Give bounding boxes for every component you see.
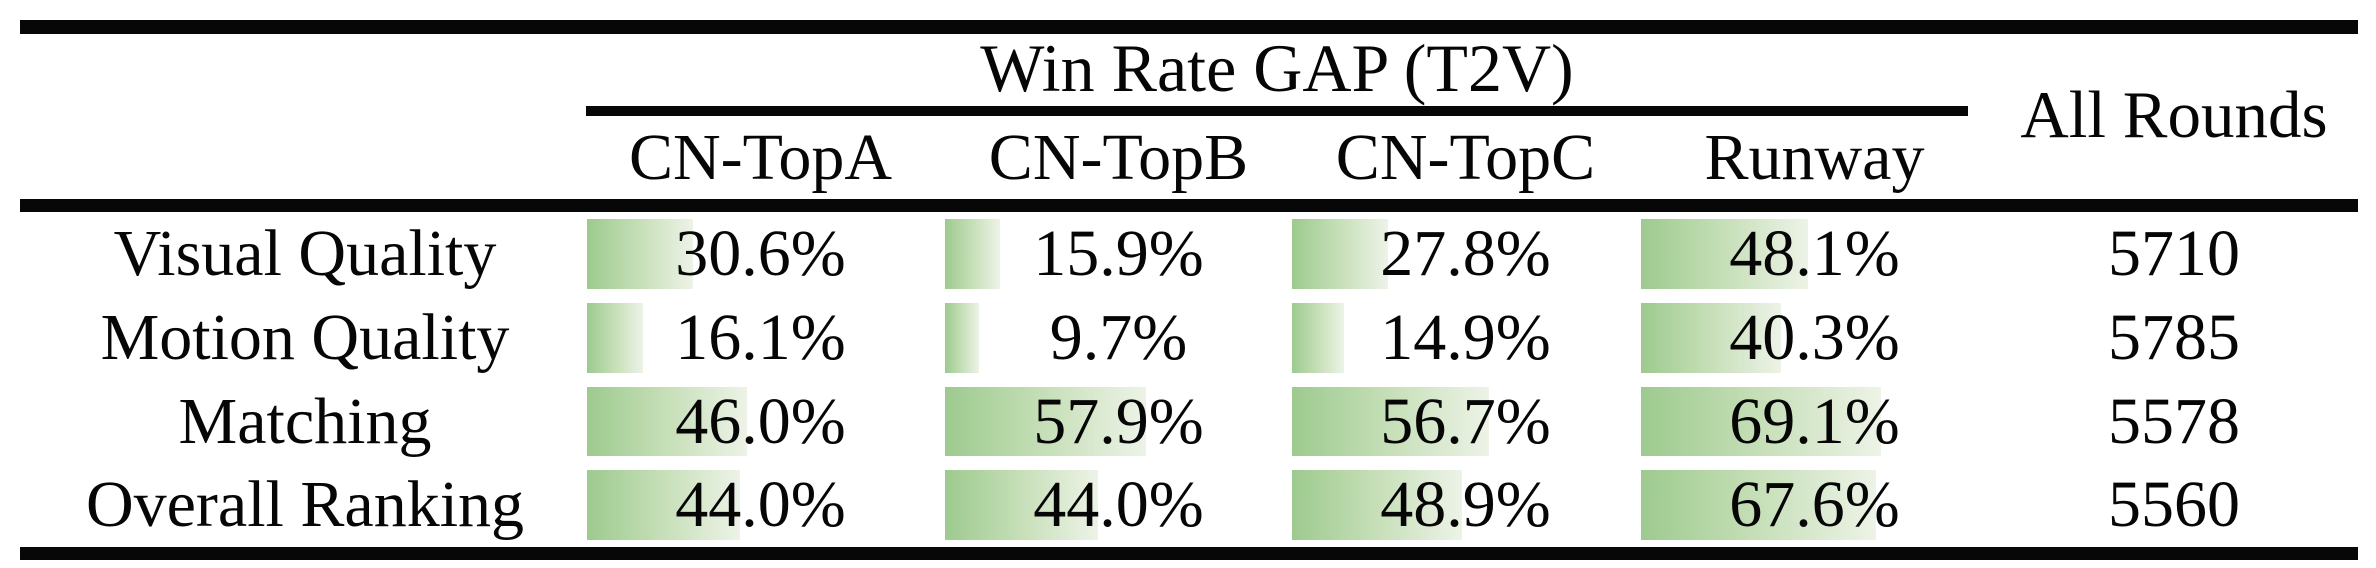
win-rate-bar [587, 470, 740, 540]
value-cell: 9.7% [945, 296, 1292, 380]
win-rate-bar [1292, 470, 1462, 540]
value-label: 44.0% [1033, 468, 1204, 541]
value-label: 69.1% [1729, 384, 1900, 458]
win-rate-bar [1641, 303, 1781, 373]
table-bottom-rule [20, 547, 2358, 560]
value-label: 56.7% [1380, 384, 1551, 458]
value-label: 30.6% [675, 217, 846, 290]
win-rate-bar [1292, 219, 1389, 289]
row-label: Motion Quality [100, 301, 510, 374]
value-cell: 56.7% [1292, 380, 1639, 463]
value-label: 27.8% [1380, 217, 1551, 290]
value-label: 46.0% [675, 384, 846, 458]
value-cell: 30.6% [587, 212, 934, 296]
win-rate-bar [587, 387, 747, 456]
value-label: 48.1% [1729, 217, 1900, 290]
column-header-cn-topa: CN-TopA [628, 120, 893, 194]
value-label: 44.0% [675, 468, 846, 541]
table-row: Visual Quality 30.6% 15.9% 27.8% 48.1% 5… [0, 212, 2376, 296]
title-underline-rule [586, 106, 1968, 116]
table-top-rule [20, 20, 2358, 34]
win-rate-bar [1641, 470, 1876, 540]
win-rate-bar [1641, 219, 1808, 289]
value-cell: 14.9% [1292, 296, 1639, 380]
value-cell: 40.3% [1641, 296, 1988, 380]
value-cell: 46.0% [587, 380, 934, 463]
all-rounds-value: 5785 [2108, 301, 2240, 374]
win-rate-bar [945, 303, 979, 373]
value-label: 67.6% [1729, 468, 1900, 541]
column-header-cn-topb: CN-TopB [988, 120, 1249, 194]
value-label: 40.3% [1729, 301, 1900, 374]
value-cell: 15.9% [945, 212, 1292, 296]
win-rate-bar [587, 219, 694, 289]
column-header-runway: Runway [1704, 120, 1925, 194]
row-label: Matching [178, 384, 432, 458]
value-label: 14.9% [1380, 301, 1551, 374]
value-cell: 48.1% [1641, 212, 1988, 296]
all-rounds-column-header: All Rounds [2020, 77, 2328, 152]
value-cell: 48.9% [1292, 463, 1639, 547]
value-cell: 69.1% [1641, 380, 1988, 463]
value-label: 15.9% [1033, 217, 1204, 290]
value-cell: 44.0% [587, 463, 934, 547]
table-row: Matching 46.0% 57.9% 56.7% 69.1% 5578 [0, 380, 2376, 463]
win-rate-bar [945, 470, 1098, 540]
value-cell: 67.6% [1641, 463, 1988, 547]
win-rate-bar [945, 219, 1001, 289]
value-label: 9.7% [1049, 301, 1188, 374]
row-label: Visual Quality [113, 217, 497, 290]
value-cell: 27.8% [1292, 212, 1639, 296]
value-cell: 16.1% [587, 296, 934, 380]
table-title: Win Rate GAP (T2V) [980, 30, 1574, 106]
all-rounds-value: 5710 [2108, 217, 2240, 290]
table-row: Motion Quality 16.1% 9.7% 14.9% 40.3% 57… [0, 296, 2376, 380]
table-row: Overall Ranking 44.0% 44.0% 48.9% 67.6% … [0, 463, 2376, 547]
win-rate-bar [1292, 303, 1344, 373]
win-rate-bar [1641, 387, 1881, 456]
row-label: Overall Ranking [85, 468, 525, 541]
win-rate-bar [587, 303, 643, 373]
win-rate-bar [1292, 387, 1489, 456]
value-cell: 44.0% [945, 463, 1292, 547]
all-rounds-value: 5578 [2108, 384, 2240, 458]
value-cell: 57.9% [945, 380, 1292, 463]
column-header-cn-topc: CN-TopC [1335, 120, 1596, 194]
value-label: 48.9% [1380, 468, 1551, 541]
all-rounds-value: 5560 [2108, 468, 2240, 541]
win-rate-bar [945, 387, 1146, 456]
value-label: 57.9% [1033, 384, 1204, 458]
header-separator-rule [20, 199, 2358, 212]
value-label: 16.1% [675, 301, 846, 374]
